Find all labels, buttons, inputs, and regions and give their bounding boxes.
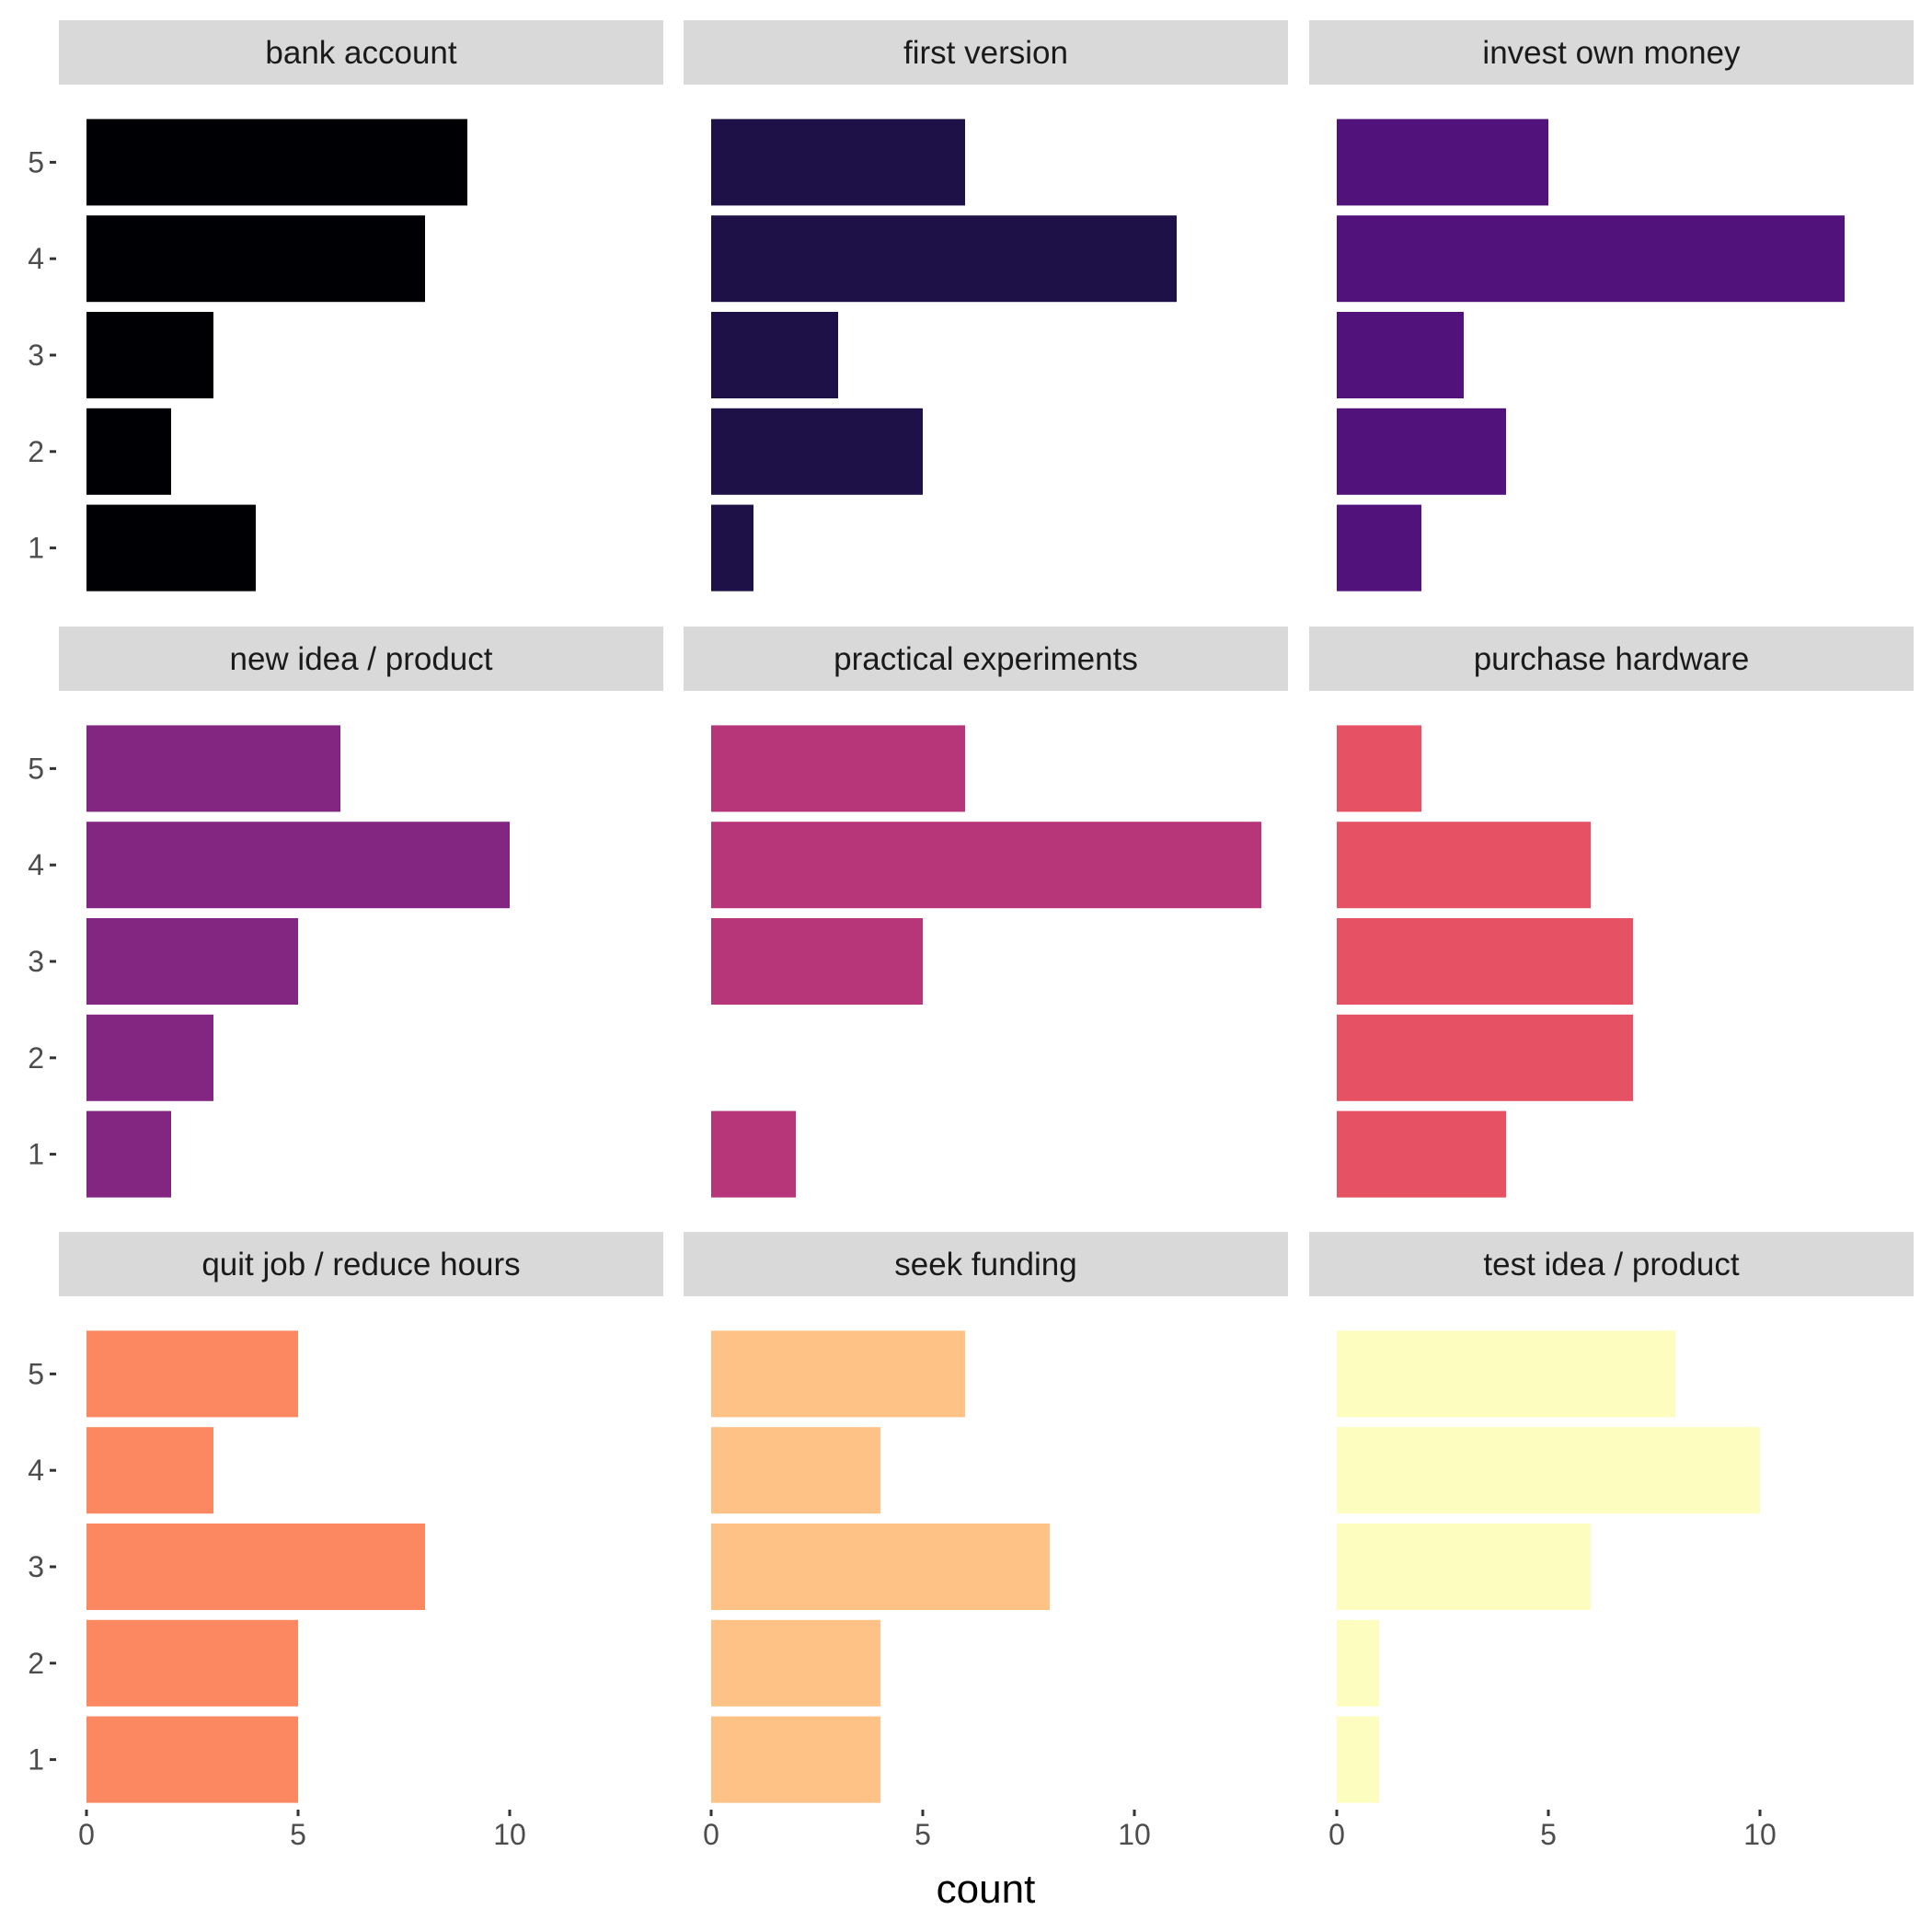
facet-strip-label: quit job / reduce hours (201, 1247, 520, 1282)
y-tick-label: 2 (28, 435, 44, 468)
facet-strip-label: test idea / product (1483, 1247, 1739, 1282)
bar (1337, 312, 1464, 398)
bar (711, 1619, 880, 1707)
bar (711, 215, 1177, 303)
bar (86, 1524, 425, 1610)
facet-panel: quit job / reduce hours 1 2 3 4 5 0 5 10 (28, 1232, 663, 1851)
bar (711, 1427, 880, 1514)
bar (1337, 504, 1421, 592)
facet-panel: practical experiments (684, 627, 1288, 1198)
x-tick-label: 10 (1743, 1818, 1777, 1851)
facet-strip-label: new idea / product (229, 641, 492, 677)
x-tick-label: 5 (914, 1818, 931, 1851)
x-axis-title: count (937, 1867, 1036, 1912)
bar (711, 408, 923, 495)
bar (1337, 1619, 1379, 1707)
facet-panel: new idea / product 1 2 3 4 5 (28, 627, 663, 1198)
facet-strip-label: practical experiments (834, 641, 1138, 677)
y-tick-label: 5 (28, 752, 44, 785)
bar (1337, 1716, 1379, 1803)
facet-panel: invest own money (1309, 20, 1914, 592)
bar (1337, 1330, 1675, 1418)
bar (86, 504, 256, 592)
bar (711, 504, 753, 592)
facet-strip (1309, 627, 1914, 691)
bar (711, 119, 965, 206)
x-tick-label: 5 (1540, 1818, 1557, 1851)
x-tick-label: 0 (1328, 1818, 1345, 1851)
bar (86, 1619, 298, 1707)
facet-panel: purchase hardware (1309, 627, 1914, 1198)
facet-strip (684, 20, 1288, 85)
y-tick-label: 3 (28, 945, 44, 978)
bar (86, 918, 298, 1005)
y-tick-label: 1 (28, 1743, 44, 1777)
bar (86, 1427, 213, 1514)
y-tick-label: 4 (28, 242, 44, 275)
bar (1337, 822, 1591, 909)
bar (1337, 1524, 1591, 1610)
bar (1337, 918, 1633, 1005)
facet-strip-label: seek funding (894, 1247, 1076, 1282)
y-tick-label: 3 (28, 339, 44, 372)
facet-strip (684, 627, 1288, 691)
bar (86, 1330, 298, 1418)
facet-strip (59, 20, 663, 85)
facet-strip (684, 1232, 1288, 1296)
bar (711, 1716, 880, 1803)
facet-panel: first version (684, 20, 1288, 592)
facet-strip-label: invest own money (1482, 35, 1741, 71)
bar (86, 822, 510, 909)
facet-panel: test idea / product 0 5 10 (1309, 1232, 1914, 1851)
facet-strip-label: first version (903, 35, 1068, 71)
x-tick-label: 10 (1118, 1818, 1151, 1851)
bar (86, 1716, 298, 1803)
y-tick-label: 1 (28, 532, 44, 565)
y-tick-label: 1 (28, 1138, 44, 1171)
bar (711, 918, 923, 1005)
y-tick-label: 4 (28, 1454, 44, 1487)
bar (86, 1014, 213, 1101)
y-tick-label: 2 (28, 1041, 44, 1075)
y-tick-label: 5 (28, 145, 44, 178)
y-tick-label: 5 (28, 1357, 44, 1390)
bar (86, 725, 340, 812)
x-tick-label: 10 (493, 1818, 526, 1851)
bar (711, 312, 838, 398)
bar (711, 1110, 796, 1198)
bar (86, 119, 467, 206)
y-tick-label: 2 (28, 1647, 44, 1680)
bar (1337, 1014, 1633, 1101)
facet-panel: seek funding 0 5 10 (684, 1232, 1288, 1851)
facet-panel: bank account 1 2 3 4 5 (28, 20, 663, 592)
facet-strip (59, 1232, 663, 1296)
bar (1337, 119, 1548, 206)
facet-strip-label: bank account (265, 35, 456, 71)
facet-strip (1309, 1232, 1914, 1296)
bar (1337, 408, 1506, 495)
bar (711, 1330, 965, 1418)
facet-strip (1309, 20, 1914, 85)
bar (86, 312, 213, 398)
facet-strip (59, 627, 663, 691)
bar (1337, 1427, 1760, 1514)
bar (86, 408, 171, 495)
x-tick-label: 5 (290, 1818, 306, 1851)
bar (1337, 215, 1845, 303)
bar (711, 822, 1261, 909)
y-tick-label: 3 (28, 1550, 44, 1583)
y-tick-label: 4 (28, 848, 44, 881)
bar (1337, 725, 1421, 812)
bar (711, 725, 965, 812)
bar (711, 1524, 1050, 1610)
bar (86, 215, 425, 303)
facet-strip-label: purchase hardware (1474, 641, 1750, 677)
x-tick-label: 0 (78, 1818, 95, 1851)
bar (86, 1110, 171, 1198)
x-tick-label: 0 (703, 1818, 719, 1851)
bar (1337, 1110, 1506, 1198)
